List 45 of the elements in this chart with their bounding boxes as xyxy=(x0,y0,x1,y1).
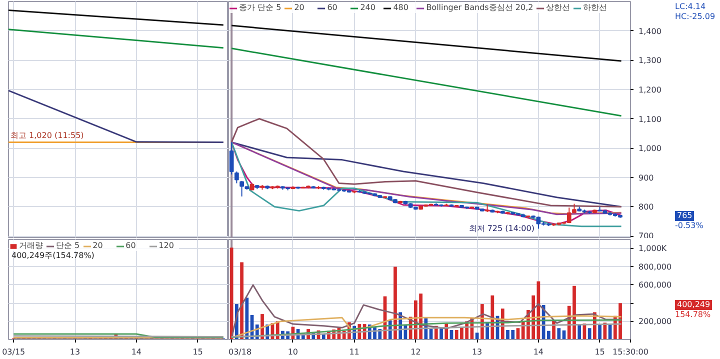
x-tick-label: 03/18 xyxy=(228,348,252,356)
y-tick-label: 1,200 xyxy=(638,85,662,94)
legend-label: 상한선 xyxy=(546,2,570,13)
legend-label: 거래량 xyxy=(19,240,43,251)
legend-label: 120 xyxy=(158,241,175,250)
legend-label: 종가 단순 5 xyxy=(239,2,282,13)
legend-label: Bollinger Bands중심선 20,2 xyxy=(426,2,534,13)
legend-label: 60 xyxy=(327,3,338,12)
text: 400,249 xyxy=(675,300,712,310)
legend-label: 하한선 xyxy=(583,2,608,13)
y-tick-label: 1,100 xyxy=(638,114,662,124)
y-tick-label: 1,000K xyxy=(638,244,668,254)
legend-label: 480 xyxy=(393,3,410,12)
x-tick-label: 15 xyxy=(192,348,203,356)
x-tick-label: 11 xyxy=(349,348,360,356)
legend-label: 60 xyxy=(126,241,137,250)
x-tick-label: 12 xyxy=(410,348,421,356)
y-tick-label: 900 xyxy=(638,173,654,182)
x-tick-label: 14 xyxy=(533,348,544,356)
text: 765 xyxy=(675,211,694,221)
annotation: 최저 725 (14:00) xyxy=(468,224,534,234)
x-tick-label: 13 xyxy=(472,348,482,356)
y-tick-label: 200,000 xyxy=(638,316,672,326)
legend-label: 20 xyxy=(92,241,104,250)
legend-label: 단순 5 xyxy=(56,240,80,251)
legend-label: 240 xyxy=(360,3,376,12)
text: 154.78% xyxy=(675,310,711,320)
annotation: 최고 1,020 (11:55) xyxy=(10,131,84,140)
x-tick-label: 15 xyxy=(594,348,605,356)
x-tick-label: 03/15 xyxy=(2,348,26,356)
text: HC:-25.09 xyxy=(675,12,716,22)
x-tick-label: 15:30:00 xyxy=(612,348,648,356)
y-tick-label: 1,400 xyxy=(638,26,662,36)
annotation: 400,249주(154.78%) xyxy=(12,251,94,260)
y-tick-label: 1,000 xyxy=(638,144,662,154)
x-tick-label: 13 xyxy=(70,348,80,356)
text: -0.53% xyxy=(675,221,704,231)
legend-label: 20 xyxy=(294,3,306,12)
y-tick-label: 800 xyxy=(638,202,654,212)
x-tick-label: 14 xyxy=(131,348,142,356)
y-tick-label: 800,000 xyxy=(638,262,672,272)
text: LC:4.14 xyxy=(675,2,706,12)
x-tick-label: 10 xyxy=(288,348,298,356)
y-tick-label: 600,000 xyxy=(638,280,672,290)
y-tick-label: 1,300 xyxy=(638,56,662,66)
